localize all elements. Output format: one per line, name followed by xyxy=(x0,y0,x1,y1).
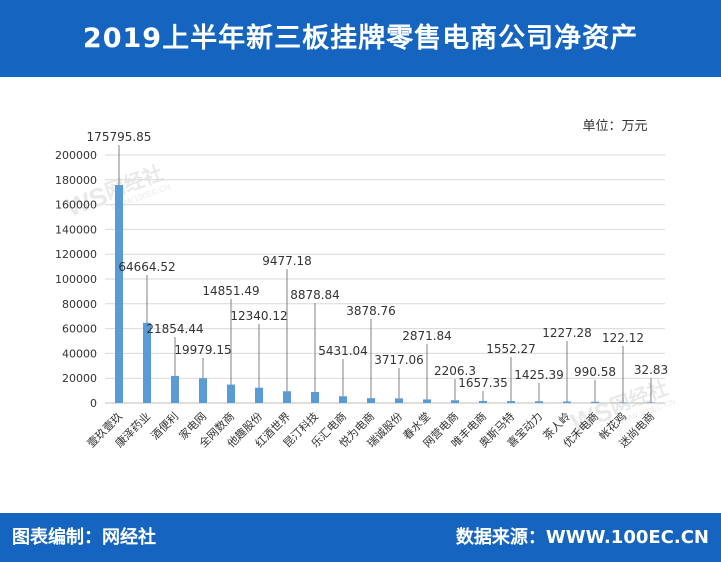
y-tick-label: 120000 xyxy=(55,248,97,261)
y-tick-label: 200000 xyxy=(55,149,97,162)
bar xyxy=(199,378,207,403)
data-label: 1552.27 xyxy=(486,342,536,356)
y-tick-label: 60000 xyxy=(62,323,97,336)
chart-credit: 图表编制：网经社 xyxy=(12,527,156,548)
y-tick-label: 100000 xyxy=(55,273,97,286)
data-label: 9477.18 xyxy=(262,254,312,268)
data-label: 122.12 xyxy=(602,331,644,345)
header-bar: 2019上半年新三板挂牌零售电商公司净资产 xyxy=(0,0,721,77)
bar xyxy=(311,391,319,403)
data-label: 12340.12 xyxy=(230,309,287,323)
data-label: 1227.28 xyxy=(542,326,592,340)
data-label: 990.58 xyxy=(574,365,616,379)
data-label: 2206.3 xyxy=(434,364,476,378)
data-label: 64664.52 xyxy=(118,260,175,274)
unit-label: 单位：万元 xyxy=(582,119,647,134)
y-tick-label: 180000 xyxy=(55,174,97,187)
bar xyxy=(591,401,599,403)
bar xyxy=(563,401,571,403)
bar xyxy=(171,375,179,403)
data-label: 2871.84 xyxy=(402,329,452,343)
data-label: 1425.39 xyxy=(514,368,564,382)
y-tick-label: 80000 xyxy=(62,298,97,311)
bar xyxy=(479,400,487,403)
y-tick-label: 20000 xyxy=(62,372,97,385)
data-label: 8878.84 xyxy=(290,288,340,302)
y-tick-label: 160000 xyxy=(55,199,97,212)
bar xyxy=(395,398,403,403)
data-label: 21854.44 xyxy=(146,322,203,336)
bar xyxy=(507,401,515,403)
data-label: 3717.06 xyxy=(374,353,424,367)
page-title: 2019上半年新三板挂牌零售电商公司净资产 xyxy=(82,23,639,54)
bar xyxy=(367,398,375,403)
data-label: 3878.76 xyxy=(346,304,396,318)
bar xyxy=(227,384,235,403)
data-label: 175795.85 xyxy=(87,130,152,144)
bar xyxy=(143,322,151,403)
y-tick-label: 0 xyxy=(90,397,97,410)
bar xyxy=(535,401,543,403)
bar xyxy=(451,400,459,403)
data-source: 数据来源：WWW.100EC.CN xyxy=(455,527,709,548)
data-label: 1657.35 xyxy=(458,376,508,390)
bar xyxy=(339,396,347,403)
bar xyxy=(283,391,291,403)
bar xyxy=(423,399,431,403)
bar xyxy=(255,387,263,403)
bar xyxy=(115,185,123,403)
y-tick-label: 140000 xyxy=(55,223,97,236)
data-label: 32.83 xyxy=(634,363,668,377)
x-tick-label: 酒便利 xyxy=(149,410,182,443)
data-label: 14851.49 xyxy=(202,284,259,298)
data-label: 5431.04 xyxy=(318,344,368,358)
y-tick-label: 40000 xyxy=(62,347,97,360)
footer-bar: 图表编制：网经社 数据来源：WWW.100EC.CN xyxy=(0,513,721,562)
data-label: 19979.15 xyxy=(174,343,231,357)
